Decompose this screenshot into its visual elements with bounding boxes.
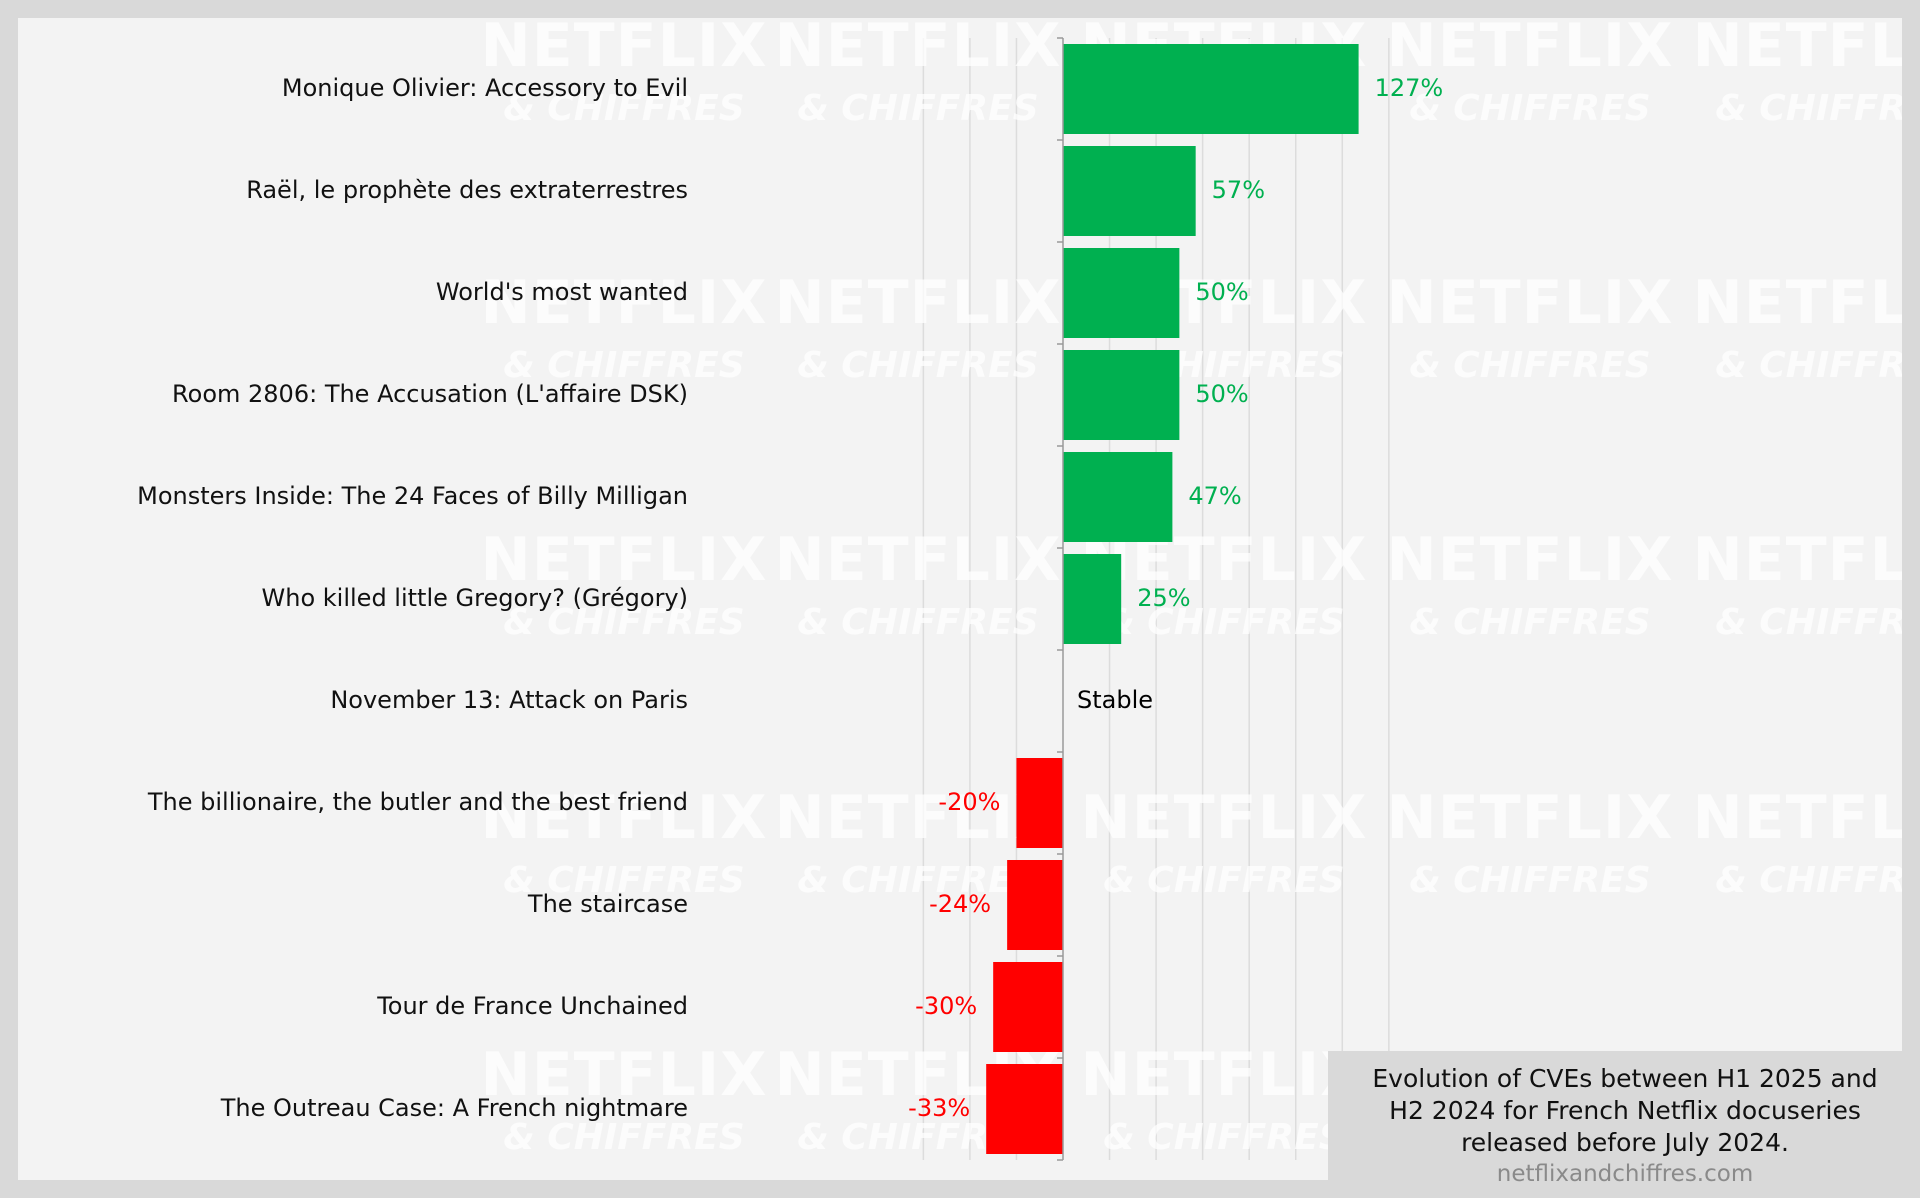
watermark-text: NETFLIX bbox=[775, 783, 1062, 853]
watermark-text: NETFLIX bbox=[775, 18, 1062, 81]
bar bbox=[986, 1064, 1063, 1154]
watermark-subtext: & CHIFFRES bbox=[1715, 88, 1902, 129]
category-label: Tour de France Unchained bbox=[376, 992, 688, 1020]
watermark-text: NETFLIX bbox=[1387, 268, 1674, 338]
value-label: 57% bbox=[1212, 176, 1265, 204]
watermark-subtext: & CHIFFRES bbox=[797, 88, 1038, 129]
caption-source: netflixandchiffres.com bbox=[1496, 1161, 1754, 1187]
category-label: The billionaire, the butler and the best… bbox=[147, 788, 688, 816]
watermark-text: NETFLIX bbox=[1693, 268, 1902, 338]
value-label: 47% bbox=[1188, 482, 1241, 510]
value-label: -20% bbox=[938, 788, 1000, 816]
watermark-subtext: & CHIFFRES bbox=[1715, 602, 1902, 643]
watermark-text: NETFLIX bbox=[1693, 525, 1902, 595]
category-label: The staircase bbox=[527, 890, 688, 918]
watermark-text: NETFLIX bbox=[1387, 783, 1674, 853]
category-label: Monique Olivier: Accessory to Evil bbox=[282, 74, 688, 102]
watermark-subtext: & CHIFFRES bbox=[1409, 602, 1650, 643]
watermark-text: NETFLIX bbox=[1081, 783, 1368, 853]
watermark-subtext: & CHIFFRES bbox=[1715, 345, 1902, 386]
category-labels: Monique Olivier: Accessory to Evil Raël, … bbox=[137, 74, 688, 1122]
category-label: World's most wanted bbox=[436, 278, 688, 306]
category-label: The Outreau Case: A French nightmare bbox=[220, 1094, 688, 1122]
bar-chart: NETFLIX & CHIFFRES NETFLIX & CHIFFRES NETFLI… bbox=[137, 18, 1902, 1161]
zero-axis bbox=[1057, 37, 1064, 1161]
bar bbox=[1016, 758, 1063, 848]
bar bbox=[1063, 44, 1359, 134]
value-label: 127% bbox=[1375, 74, 1444, 102]
watermark-text: NETFLIX bbox=[1081, 1040, 1368, 1110]
watermark-subtext: & CHIFFRES bbox=[1715, 860, 1902, 901]
category-label: Monsters Inside: The 24 Faces of Billy M… bbox=[137, 482, 688, 510]
watermark-subtext: & CHIFFRES bbox=[797, 860, 1038, 901]
value-label: Stable bbox=[1077, 686, 1153, 714]
watermark-subtext: & CHIFFRES bbox=[503, 88, 744, 129]
watermark-subtext: & CHIFFRES bbox=[797, 602, 1038, 643]
bars bbox=[986, 44, 1359, 1154]
value-label: 25% bbox=[1137, 584, 1190, 612]
watermark-text: NETFLIX bbox=[481, 268, 768, 338]
watermark-subtext: & CHIFFRES bbox=[1103, 602, 1344, 643]
bar bbox=[1063, 554, 1122, 644]
watermark-text: NETFLIX bbox=[481, 783, 768, 853]
watermark-subtext: & CHIFFRES bbox=[1409, 860, 1650, 901]
caption-text: Evolution of CVEs between H1 2025 and H2… bbox=[1372, 1064, 1878, 1157]
value-label: -33% bbox=[908, 1094, 970, 1122]
chart-frame: NETFLIX & CHIFFRES NETFLIX & CHIFFRES NETFLI… bbox=[18, 18, 1920, 1198]
watermark-text: NETFLIX bbox=[1693, 18, 1902, 81]
watermark-subtext: & CHIFFRES bbox=[503, 602, 744, 643]
watermark-text: NETFLIX bbox=[481, 18, 768, 81]
watermark-text: NETFLIX bbox=[1387, 18, 1674, 81]
value-label: -30% bbox=[915, 992, 977, 1020]
bar bbox=[1063, 452, 1173, 542]
watermark-text: NETFLIX bbox=[775, 525, 1062, 595]
watermark-text: NETFLIX bbox=[1693, 783, 1902, 853]
watermark-subtext: & CHIFFRES bbox=[1103, 1117, 1344, 1158]
bar bbox=[993, 962, 1063, 1052]
watermark-subtext: & CHIFFRES bbox=[503, 1117, 744, 1158]
bar bbox=[1063, 248, 1180, 338]
category-label: November 13: Attack on Paris bbox=[330, 686, 688, 714]
value-label: -24% bbox=[929, 890, 991, 918]
value-label: 50% bbox=[1195, 380, 1248, 408]
bar bbox=[1063, 146, 1196, 236]
watermark-text: NETFLIX bbox=[1387, 525, 1674, 595]
bar bbox=[1007, 860, 1063, 950]
watermark-text: NETFLIX bbox=[775, 268, 1062, 338]
category-label: Raël, le prophète des extraterrestres bbox=[246, 176, 688, 204]
watermark-subtext: & CHIFFRES bbox=[503, 345, 744, 386]
watermark-text: NETFLIX bbox=[481, 1040, 768, 1110]
bar bbox=[1063, 350, 1180, 440]
watermark-subtext: & CHIFFRES bbox=[503, 860, 744, 901]
watermark-text: NETFLIX bbox=[481, 525, 768, 595]
watermark-subtext: & CHIFFRES bbox=[1409, 345, 1650, 386]
value-labels: 127% 57% 50% 50% 47% 25% Stable -20% -24% -30% -33… bbox=[908, 74, 1443, 1122]
value-label: 50% bbox=[1195, 278, 1248, 306]
category-label: Who killed little Gregory? (Grégory) bbox=[262, 584, 688, 612]
category-label: Room 2806: The Accusation (L'affaire DSK… bbox=[172, 380, 688, 408]
watermark-subtext: & CHIFFRES bbox=[1103, 860, 1344, 901]
caption-box: Evolution of CVEs between H1 2025 and H2… bbox=[1328, 1051, 1920, 1198]
watermark-subtext: & CHIFFRES bbox=[797, 345, 1038, 386]
watermark-subtext: & CHIFFRES bbox=[1409, 88, 1650, 129]
